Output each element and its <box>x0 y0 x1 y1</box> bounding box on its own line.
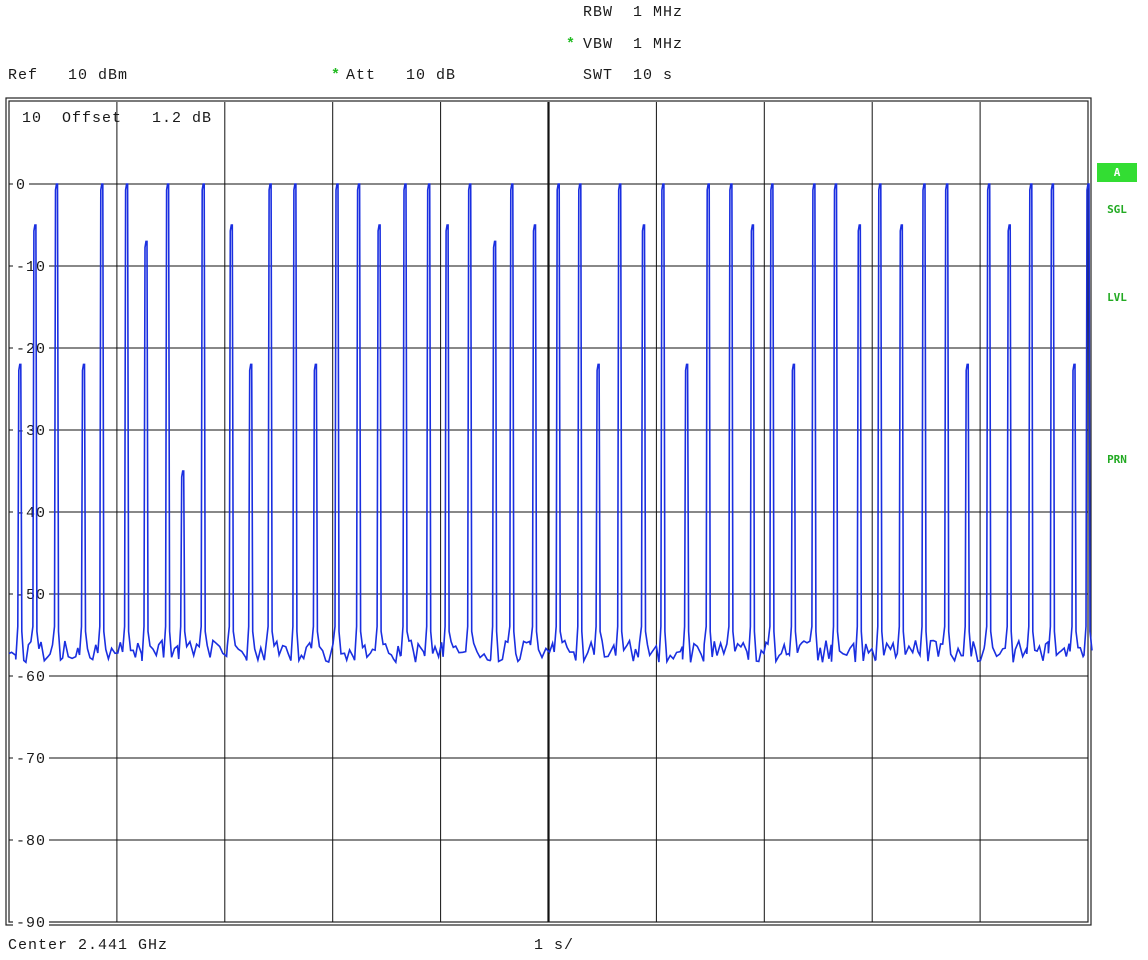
y-tick-label-bg <box>13 176 29 193</box>
y-tick-label: -10 <box>13 258 49 276</box>
trace-line <box>8 183 1093 665</box>
y-tick-label: -70 <box>13 750 49 768</box>
swt-label: SWT 10 s <box>583 67 674 84</box>
y-tick-label-bg <box>13 914 49 931</box>
y-tick-label: -80 <box>13 832 49 850</box>
att-modified-star: * <box>331 67 342 84</box>
lvl-indicator: LVL <box>1107 291 1127 304</box>
y-tick-label-text: -60 <box>16 669 46 686</box>
y-tick-label: 0 <box>13 176 29 194</box>
y-tick-label-text: -80 <box>16 833 46 850</box>
frame-outer <box>5 97 1092 926</box>
vbw-label: VBW 1 MHz <box>583 36 684 53</box>
y-tick-label-text: 0 <box>16 177 26 194</box>
ref-level-label: Ref 10 dBm <box>8 67 129 84</box>
y-tick-label-bg <box>13 340 49 357</box>
time-per-division-label: 1 s/ <box>534 937 575 954</box>
y-tick-label: -90 <box>13 914 49 932</box>
y-tick-label-bg <box>13 750 49 767</box>
y-tick-label-text: -90 <box>16 915 46 932</box>
y-tick-label-text: -50 <box>16 587 46 604</box>
vbw-modified-star: * <box>566 36 577 53</box>
y-tick-label-text: -10 <box>16 259 46 276</box>
sgl-indicator: SGL <box>1107 203 1127 216</box>
y-tick-label: -20 <box>13 340 49 358</box>
y-tick-label: -60 <box>13 668 49 686</box>
y-tick-label-bg <box>13 422 49 439</box>
y-tick-label-text: -70 <box>16 751 46 768</box>
y-tick-label: -30 <box>13 422 49 440</box>
prn-indicator: PRN <box>1107 453 1127 466</box>
rbw-label: RBW 1 MHz <box>583 4 684 21</box>
center-frequency-label: Center 2.441 GHz <box>8 937 169 954</box>
y-tick-label-bg <box>13 258 49 275</box>
att-label: Att 10 dB <box>346 67 457 84</box>
trace-a-badge: A <box>1097 163 1137 182</box>
y-tick-label-bg <box>13 832 49 849</box>
y-tick-label-text: -20 <box>16 341 46 358</box>
trace-offset-label: 10 Offset 1.2 dB <box>22 110 212 127</box>
y-tick-label-bg <box>13 668 49 685</box>
y-tick-label-text: -40 <box>16 505 46 522</box>
y-tick-label-text: -30 <box>16 423 46 440</box>
